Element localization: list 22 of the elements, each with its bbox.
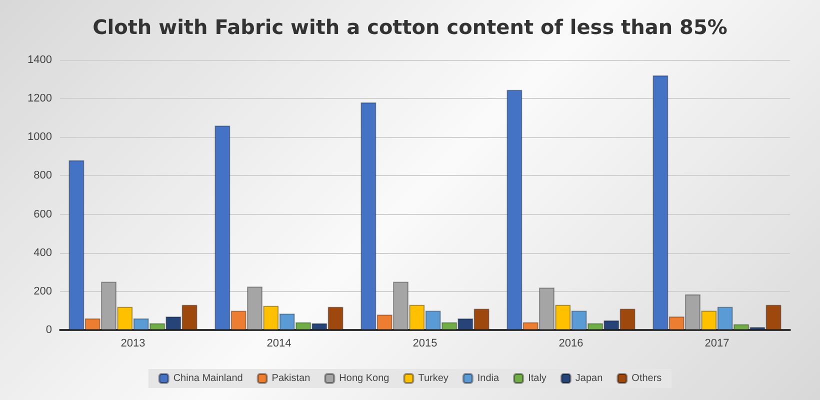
y-tick-label: 600 [34, 208, 52, 220]
y-tick-label: 0 [46, 324, 52, 336]
y-tick-label: 1000 [28, 131, 52, 144]
legend-label: India [477, 373, 500, 384]
legend-label: Italy [528, 373, 546, 384]
x-tick-label: 2013 [120, 338, 146, 350]
y-tick-label: 400 [34, 246, 52, 259]
x-tick-label: 2016 [558, 338, 584, 350]
y-tick-label: 200 [34, 285, 52, 298]
y-tick-label: 1400 [28, 54, 52, 66]
legend-label: China Mainland [173, 373, 243, 384]
legend-label: Hong Kong [339, 373, 390, 384]
x-tick-label: 2017 [704, 338, 730, 350]
legend-label: Others [632, 373, 662, 384]
y-tick-label: 800 [34, 170, 52, 182]
legend-label: Japan [575, 373, 603, 384]
legend-label: Pakistan [272, 373, 310, 384]
y-tick-label: 1200 [28, 92, 52, 105]
x-tick-label: 2015 [412, 338, 438, 350]
x-tick-label: 2014 [266, 338, 292, 350]
chart-title: Cloth with Fabric with a cotton content of less than 85% [92, 15, 728, 39]
legend-label: Turkey [418, 373, 448, 384]
